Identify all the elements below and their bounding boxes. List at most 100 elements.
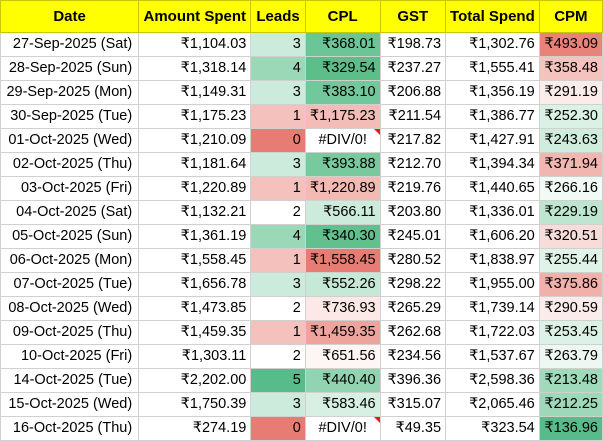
cell-date[interactable]: 09-Oct-2025 (Thu) — [0, 320, 140, 345]
cell-date[interactable]: 29-Sep-2025 (Mon) — [0, 80, 140, 105]
cell-gst[interactable]: ₹211.54 — [379, 104, 447, 129]
cell-cpm[interactable]: ₹320.51 — [538, 224, 603, 249]
cell-date[interactable]: 03-Oct-2025 (Fri) — [0, 176, 140, 201]
cell-leads[interactable]: 4 — [250, 224, 306, 249]
cell-total-spend[interactable]: ₹1,739.14 — [445, 296, 540, 321]
cell-leads[interactable]: 0 — [250, 416, 306, 441]
cell-amount-spent[interactable]: ₹1,656.78 — [138, 272, 252, 297]
cell-gst[interactable]: ₹265.29 — [379, 296, 447, 321]
cell-date[interactable]: 27-Sep-2025 (Sat) — [0, 32, 140, 57]
cell-date[interactable]: 05-Oct-2025 (Sun) — [0, 224, 140, 249]
cell-gst[interactable]: ₹212.70 — [379, 152, 447, 177]
cell-leads[interactable]: 4 — [250, 56, 306, 81]
cell-amount-spent[interactable]: ₹1,361.19 — [138, 224, 252, 249]
cell-gst[interactable]: ₹206.88 — [379, 80, 447, 105]
cell-gst[interactable]: ₹203.80 — [379, 200, 447, 225]
cell-date[interactable]: 08-Oct-2025 (Wed) — [0, 296, 140, 321]
cell-leads[interactable]: 3 — [250, 392, 306, 417]
cell-leads[interactable]: 3 — [250, 152, 306, 177]
cell-total-spend[interactable]: ₹1,356.19 — [445, 80, 540, 105]
cell-total-spend[interactable]: ₹1,555.41 — [445, 56, 540, 81]
cell-cpm[interactable]: ₹291.19 — [538, 80, 603, 105]
cell-leads[interactable]: 1 — [250, 104, 306, 129]
cell-amount-spent[interactable]: ₹1,303.11 — [138, 344, 252, 369]
cell-date[interactable]: 14-Oct-2025 (Tue) — [0, 368, 140, 393]
cell-cpm[interactable]: ₹212.25 — [538, 392, 603, 417]
cell-total-spend[interactable]: ₹1,386.77 — [445, 104, 540, 129]
cell-cpm[interactable]: ₹290.59 — [538, 296, 603, 321]
cell-total-spend[interactable]: ₹1,606.20 — [445, 224, 540, 249]
cell-leads[interactable]: 2 — [250, 344, 306, 369]
cell-cpm[interactable]: ₹263.79 — [538, 344, 603, 369]
cell-cpl[interactable]: ₹329.54 — [304, 56, 381, 81]
cell-leads[interactable]: 1 — [250, 320, 306, 345]
cell-amount-spent[interactable]: ₹1,149.31 — [138, 80, 252, 105]
cell-cpl[interactable]: ₹566.11 — [304, 200, 381, 225]
cell-date[interactable]: 06-Oct-2025 (Mon) — [0, 248, 140, 273]
header-total-spend[interactable]: Total Spend — [445, 0, 540, 33]
header-date[interactable]: Date — [0, 0, 140, 33]
cell-gst[interactable]: ₹315.07 — [379, 392, 447, 417]
cell-date[interactable]: 04-Oct-2025 (Sat) — [0, 200, 140, 225]
header-cpm[interactable]: CPM — [538, 0, 603, 33]
cell-amount-spent[interactable]: ₹274.19 — [138, 416, 252, 441]
cell-gst[interactable]: ₹280.52 — [379, 248, 447, 273]
cell-leads[interactable]: 3 — [250, 80, 306, 105]
cell-date[interactable]: 02-Oct-2025 (Thu) — [0, 152, 140, 177]
cell-date[interactable]: 15-Oct-2025 (Wed) — [0, 392, 140, 417]
cell-gst[interactable]: ₹245.01 — [379, 224, 447, 249]
cell-amount-spent[interactable]: ₹1,210.09 — [138, 128, 252, 153]
cell-cpm[interactable]: ₹243.63 — [538, 128, 603, 153]
cell-amount-spent[interactable]: ₹1,473.85 — [138, 296, 252, 321]
cell-cpl[interactable]: ₹383.10 — [304, 80, 381, 105]
cell-date[interactable]: 16-Oct-2025 (Thu) — [0, 416, 140, 441]
cell-cpl[interactable]: ₹1,175.23 — [304, 104, 381, 129]
cell-leads[interactable]: 1 — [250, 248, 306, 273]
cell-cpm[interactable]: ₹229.19 — [538, 200, 603, 225]
cell-leads[interactable]: 1 — [250, 176, 306, 201]
cell-cpl[interactable]: ₹651.56 — [304, 344, 381, 369]
header-cpl[interactable]: CPL — [304, 0, 381, 33]
cell-amount-spent[interactable]: ₹1,132.21 — [138, 200, 252, 225]
cell-cpm[interactable]: ₹375.86 — [538, 272, 603, 297]
cell-amount-spent[interactable]: ₹1,220.89 — [138, 176, 252, 201]
cell-leads[interactable]: 3 — [250, 32, 306, 57]
header-gst[interactable]: GST — [379, 0, 447, 33]
cell-date[interactable]: 30-Sep-2025 (Tue) — [0, 104, 140, 129]
cell-cpl[interactable]: ₹1,459.35 — [304, 320, 381, 345]
cell-amount-spent[interactable]: ₹1,104.03 — [138, 32, 252, 57]
cell-cpm[interactable]: ₹253.45 — [538, 320, 603, 345]
cell-cpm[interactable]: ₹213.48 — [538, 368, 603, 393]
cell-gst[interactable]: ₹237.27 — [379, 56, 447, 81]
cell-cpm[interactable]: ₹358.48 — [538, 56, 603, 81]
cell-cpl[interactable]: ₹393.88 — [304, 152, 381, 177]
cell-date[interactable]: 10-Oct-2025 (Fri) — [0, 344, 140, 369]
cell-total-spend[interactable]: ₹1,394.34 — [445, 152, 540, 177]
cell-amount-spent[interactable]: ₹1,750.39 — [138, 392, 252, 417]
cell-leads[interactable]: 0 — [250, 128, 306, 153]
cell-gst[interactable]: ₹298.22 — [379, 272, 447, 297]
header-amount-spent[interactable]: Amount Spent — [138, 0, 252, 33]
cell-total-spend[interactable]: ₹1,955.00 — [445, 272, 540, 297]
cell-total-spend[interactable]: ₹1,838.97 — [445, 248, 540, 273]
cell-amount-spent[interactable]: ₹1,459.35 — [138, 320, 252, 345]
cell-cpm[interactable]: ₹371.94 — [538, 152, 603, 177]
cell-date[interactable]: 28-Sep-2025 (Sun) — [0, 56, 140, 81]
cell-leads[interactable]: 3 — [250, 272, 306, 297]
cell-cpm[interactable]: ₹266.16 — [538, 176, 603, 201]
cell-gst[interactable]: ₹219.76 — [379, 176, 447, 201]
cell-cpl[interactable]: ₹440.40 — [304, 368, 381, 393]
cell-cpl[interactable]: ₹583.46 — [304, 392, 381, 417]
cell-gst[interactable]: ₹262.68 — [379, 320, 447, 345]
cell-total-spend[interactable]: ₹323.54 — [445, 416, 540, 441]
cell-total-spend[interactable]: ₹2,598.36 — [445, 368, 540, 393]
cell-cpl[interactable]: ₹552.26 — [304, 272, 381, 297]
cell-amount-spent[interactable]: ₹2,202.00 — [138, 368, 252, 393]
cell-total-spend[interactable]: ₹1,440.65 — [445, 176, 540, 201]
cell-cpm[interactable]: ₹252.30 — [538, 104, 603, 129]
cell-gst[interactable]: ₹396.36 — [379, 368, 447, 393]
cell-cpm[interactable]: ₹255.44 — [538, 248, 603, 273]
header-leads[interactable]: Leads — [250, 0, 306, 33]
cell-cpm[interactable]: ₹493.09 — [538, 32, 603, 57]
cell-cpl[interactable]: ₹736.93 — [304, 296, 381, 321]
